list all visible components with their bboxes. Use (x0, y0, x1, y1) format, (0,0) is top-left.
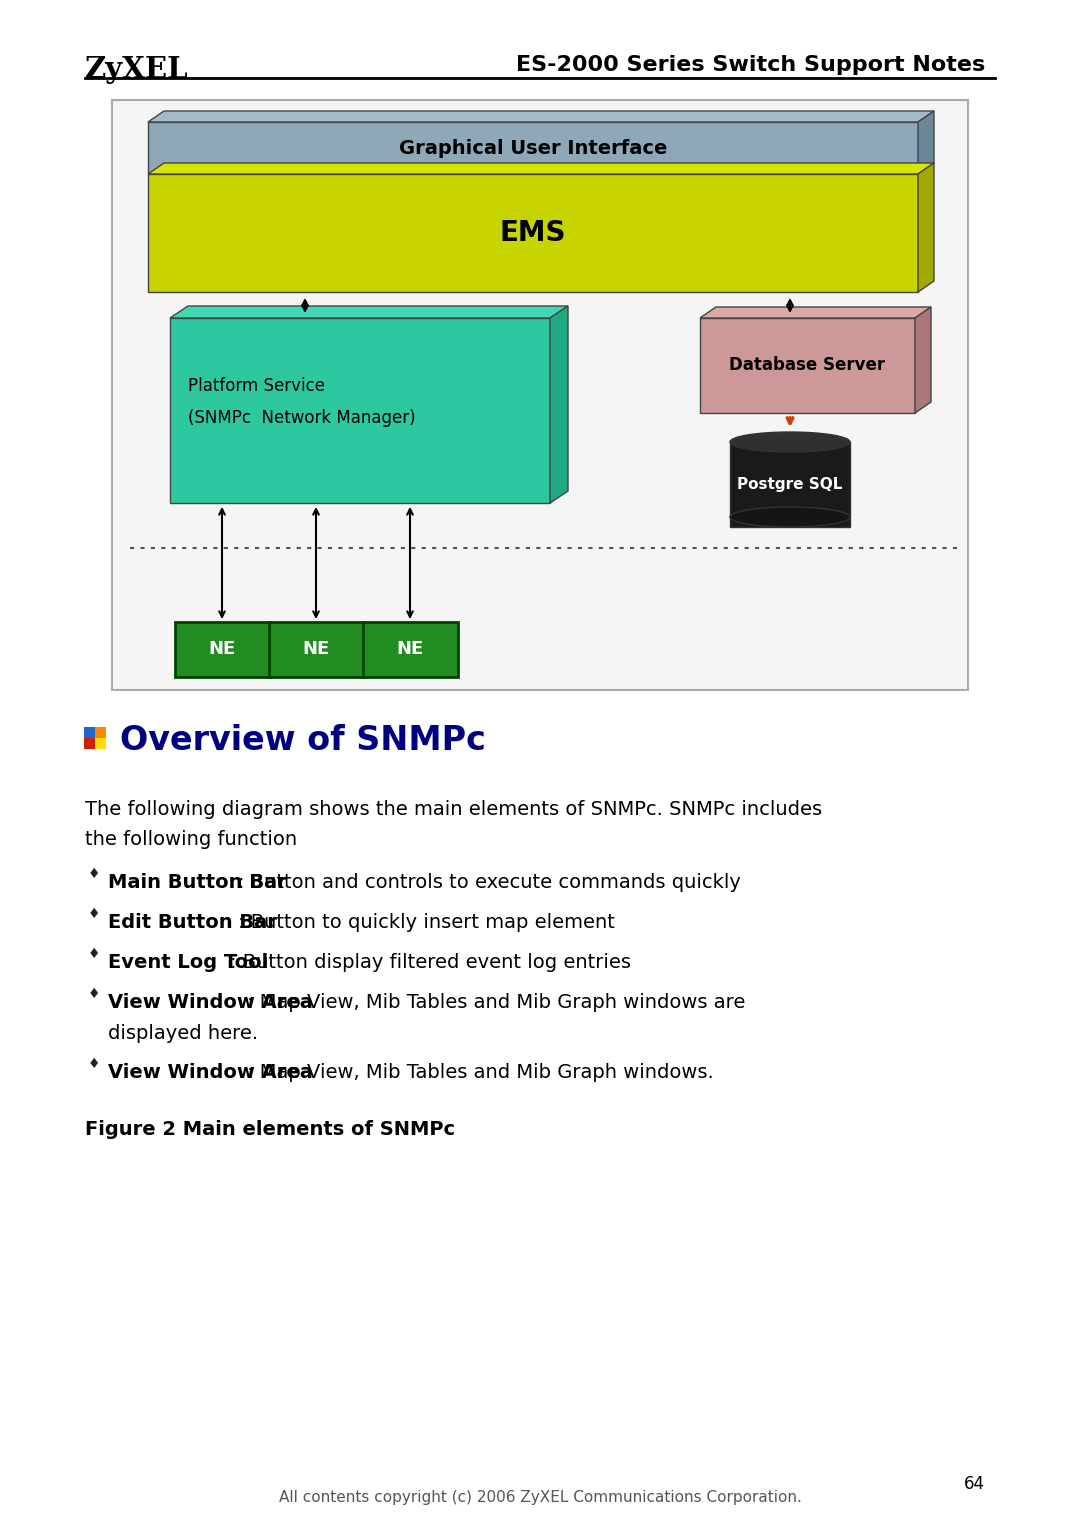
Text: Figure 2 Main elements of SNMPc: Figure 2 Main elements of SNMPc (85, 1120, 455, 1138)
Bar (730, 442, 850, 527)
Text: Overview of SNMPc: Overview of SNMPc (120, 724, 486, 756)
Polygon shape (170, 306, 568, 318)
Polygon shape (918, 112, 934, 174)
Bar (95, 727, 106, 738)
Text: NE: NE (396, 640, 424, 659)
Text: ES-2000 Series Switch Support Notes: ES-2000 Series Switch Support Notes (516, 55, 985, 75)
Text: (SNMPc  Network Manager): (SNMPc Network Manager) (188, 410, 416, 426)
Text: : Map View, Mib Tables and Mib Graph windows.: : Map View, Mib Tables and Mib Graph win… (247, 1063, 714, 1082)
Bar (148, 122, 918, 174)
Text: Event Log Tool: Event Log Tool (108, 953, 268, 972)
Ellipse shape (730, 432, 850, 452)
Text: The following diagram shows the main elements of SNMPc. SNMPc includes: The following diagram shows the main ele… (85, 801, 822, 819)
Text: ♦: ♦ (87, 1057, 100, 1071)
Text: View Window Area: View Window Area (108, 993, 313, 1012)
Ellipse shape (730, 507, 850, 527)
Bar (175, 622, 270, 677)
Bar (84, 738, 95, 749)
Bar (700, 318, 915, 413)
Text: the following function: the following function (85, 830, 297, 850)
Text: All contents copyright (c) 2006 ZyXEL Communications Corporation.: All contents copyright (c) 2006 ZyXEL Co… (279, 1490, 801, 1505)
Text: : Button and controls to execute commands quickly: : Button and controls to execute command… (239, 872, 741, 892)
Text: Database Server: Database Server (729, 356, 886, 374)
Polygon shape (918, 163, 934, 292)
Text: ZyXEL: ZyXEL (85, 55, 189, 84)
Text: : Map View, Mib Tables and Mib Graph windows are: : Map View, Mib Tables and Mib Graph win… (247, 993, 745, 1012)
Bar (363, 622, 458, 677)
Text: Edit Button Bar: Edit Button Bar (108, 914, 276, 932)
Bar (95, 738, 106, 749)
Text: ♦: ♦ (87, 908, 100, 921)
Polygon shape (700, 307, 931, 318)
Text: Main Button Bar: Main Button Bar (108, 872, 287, 892)
Text: EMS: EMS (500, 219, 566, 248)
Bar (84, 727, 95, 738)
Bar (170, 318, 550, 503)
Text: ♦: ♦ (87, 866, 100, 882)
Bar (112, 99, 968, 691)
Text: NE: NE (302, 640, 330, 659)
Text: displayed here.: displayed here. (108, 1024, 258, 1044)
Text: Postgre SQL: Postgre SQL (738, 477, 842, 492)
Text: ♦: ♦ (87, 987, 100, 1001)
Text: View Window Area: View Window Area (108, 1063, 313, 1082)
Text: Graphical User Interface: Graphical User Interface (399, 139, 667, 157)
Bar (148, 174, 918, 292)
Bar (269, 622, 364, 677)
Text: Platform Service: Platform Service (188, 377, 325, 396)
Polygon shape (148, 112, 934, 122)
Text: ♦: ♦ (87, 947, 100, 961)
Polygon shape (550, 306, 568, 503)
Polygon shape (915, 307, 931, 413)
Text: : Button to quickly insert map element: : Button to quickly insert map element (239, 914, 616, 932)
Text: 64: 64 (964, 1475, 985, 1493)
Text: : Button display filtered event log entries: : Button display filtered event log entr… (230, 953, 631, 972)
Text: NE: NE (208, 640, 237, 659)
Polygon shape (148, 163, 934, 174)
